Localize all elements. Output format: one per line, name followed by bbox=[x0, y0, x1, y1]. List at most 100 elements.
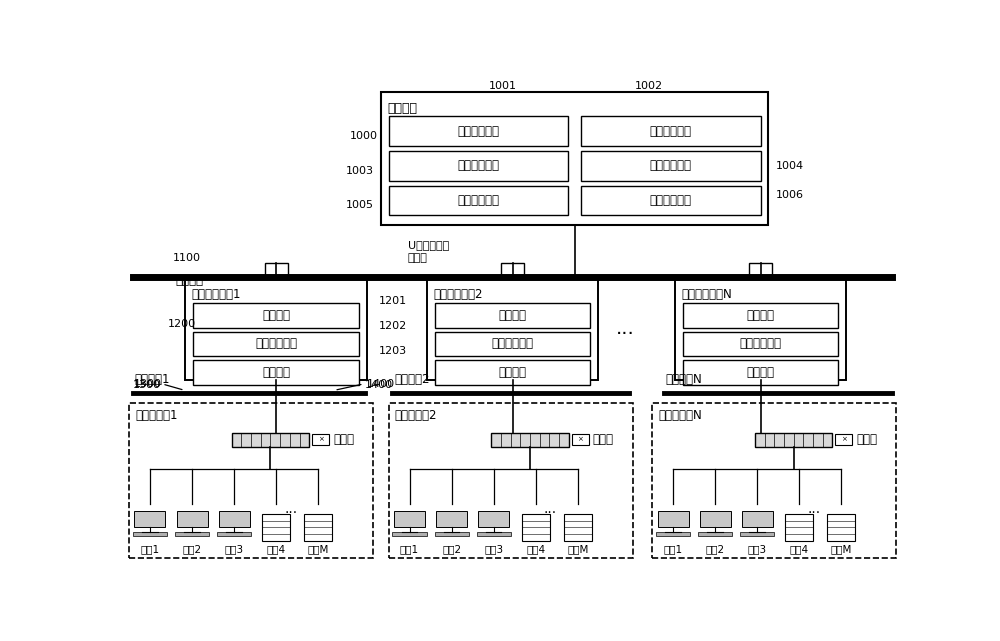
Bar bbox=[478, 512, 509, 527]
Bar bbox=[427, 279, 598, 381]
Text: 外设摆渡系统N: 外设摆渡系统N bbox=[681, 288, 732, 301]
Text: 1200: 1200 bbox=[168, 319, 196, 329]
Bar bbox=[700, 512, 731, 527]
Text: 外网模块: 外网模块 bbox=[746, 309, 774, 322]
Text: 终端4: 终端4 bbox=[790, 544, 809, 554]
Text: ×: × bbox=[841, 437, 847, 443]
Bar bbox=[572, 434, 589, 445]
Bar bbox=[388, 185, 568, 215]
Text: 1400: 1400 bbox=[367, 379, 395, 389]
Bar bbox=[388, 151, 568, 181]
Text: 1004: 1004 bbox=[776, 161, 804, 171]
Text: ...: ... bbox=[284, 502, 297, 516]
Bar bbox=[435, 331, 590, 356]
Text: 终端3: 终端3 bbox=[748, 544, 767, 554]
Text: ×: × bbox=[578, 437, 583, 443]
Bar bbox=[683, 303, 838, 328]
Text: 1202: 1202 bbox=[379, 321, 407, 331]
Bar bbox=[217, 532, 251, 536]
Bar bbox=[491, 433, 569, 447]
Text: 1003: 1003 bbox=[346, 165, 374, 176]
Bar bbox=[193, 331, 359, 356]
Bar bbox=[177, 512, 208, 527]
Text: 外设摆渡系统1: 外设摆渡系统1 bbox=[191, 288, 241, 301]
Text: 车站局域网N: 车站局域网N bbox=[658, 408, 702, 422]
Bar bbox=[675, 279, 846, 381]
Text: 1002: 1002 bbox=[635, 81, 663, 91]
Bar bbox=[219, 512, 250, 527]
Text: 管理中心: 管理中心 bbox=[387, 102, 417, 115]
Text: 1000: 1000 bbox=[350, 131, 378, 141]
Bar bbox=[262, 513, 290, 541]
Text: 内网专线N: 内网专线N bbox=[665, 374, 702, 387]
Text: 终端4: 终端4 bbox=[267, 544, 286, 554]
Text: 策略下发模块: 策略下发模块 bbox=[457, 159, 499, 172]
Text: 终端3: 终端3 bbox=[225, 544, 244, 554]
Text: 终端3: 终端3 bbox=[484, 544, 503, 554]
Bar bbox=[175, 532, 209, 536]
Text: 1201: 1201 bbox=[379, 297, 407, 306]
Bar bbox=[394, 512, 425, 527]
Bar bbox=[193, 303, 359, 328]
Bar bbox=[564, 513, 592, 541]
Bar bbox=[742, 512, 773, 527]
Bar bbox=[133, 532, 167, 536]
Bar bbox=[232, 433, 309, 447]
Text: 1100: 1100 bbox=[173, 253, 201, 263]
Bar bbox=[392, 532, 427, 536]
Text: 终端1: 终端1 bbox=[663, 544, 683, 554]
Text: 权限分级模块: 权限分级模块 bbox=[457, 125, 499, 138]
Bar bbox=[698, 532, 732, 536]
Text: 日志审计模块: 日志审计模块 bbox=[457, 194, 499, 207]
Text: 1300: 1300 bbox=[134, 379, 162, 389]
Text: 终端M: 终端M bbox=[567, 544, 589, 554]
Text: 交换机: 交换机 bbox=[593, 433, 614, 446]
Text: 1400: 1400 bbox=[365, 380, 393, 390]
Bar bbox=[683, 331, 838, 356]
Text: 1203: 1203 bbox=[379, 346, 407, 356]
Text: 终端2: 终端2 bbox=[442, 544, 461, 554]
Text: 外网模块: 外网模块 bbox=[262, 309, 290, 322]
Text: ×: × bbox=[318, 437, 324, 443]
Text: 1005: 1005 bbox=[346, 200, 374, 210]
Bar bbox=[755, 433, 832, 447]
Text: ...: ... bbox=[544, 502, 557, 516]
Text: 1001: 1001 bbox=[489, 81, 517, 91]
Text: 车站局域网2: 车站局域网2 bbox=[395, 408, 437, 422]
Text: 内网专线1: 内网专线1 bbox=[134, 374, 170, 387]
Text: 运维升级模块: 运维升级模块 bbox=[650, 159, 692, 172]
Text: ...: ... bbox=[807, 502, 821, 516]
Bar bbox=[134, 512, 165, 527]
Text: 交换机: 交换机 bbox=[856, 433, 877, 446]
Text: 交换机: 交换机 bbox=[333, 433, 354, 446]
Text: 终端2: 终端2 bbox=[182, 544, 202, 554]
Bar bbox=[477, 532, 511, 536]
Text: 终端1: 终端1 bbox=[400, 544, 419, 554]
Text: 外网模块: 外网模块 bbox=[498, 309, 526, 322]
Bar bbox=[304, 513, 332, 541]
Bar bbox=[581, 117, 761, 146]
Text: 终端M: 终端M bbox=[831, 544, 852, 554]
Text: 终端M: 终端M bbox=[308, 544, 329, 554]
Bar bbox=[381, 92, 768, 225]
Text: 终端1: 终端1 bbox=[140, 544, 159, 554]
Bar bbox=[749, 263, 772, 277]
Bar bbox=[827, 513, 855, 541]
Text: 终端2: 终端2 bbox=[706, 544, 725, 554]
Text: 内网模块: 内网模块 bbox=[262, 366, 290, 379]
Text: 外网总线: 外网总线 bbox=[175, 274, 203, 287]
Bar bbox=[658, 512, 689, 527]
Bar bbox=[656, 532, 690, 536]
Bar bbox=[312, 434, 329, 445]
Bar bbox=[835, 434, 852, 445]
Bar bbox=[435, 532, 469, 536]
Text: 终端4: 终端4 bbox=[526, 544, 545, 554]
Bar bbox=[652, 403, 896, 558]
Text: 内网模块: 内网模块 bbox=[746, 366, 774, 379]
Text: 车站局域网1: 车站局域网1 bbox=[135, 408, 178, 422]
Bar bbox=[129, 403, 373, 558]
Text: 监测预警模块: 监测预警模块 bbox=[650, 194, 692, 207]
Bar bbox=[435, 360, 590, 385]
Text: 双向隔离模块: 双向隔离模块 bbox=[255, 337, 297, 351]
Bar bbox=[388, 117, 568, 146]
